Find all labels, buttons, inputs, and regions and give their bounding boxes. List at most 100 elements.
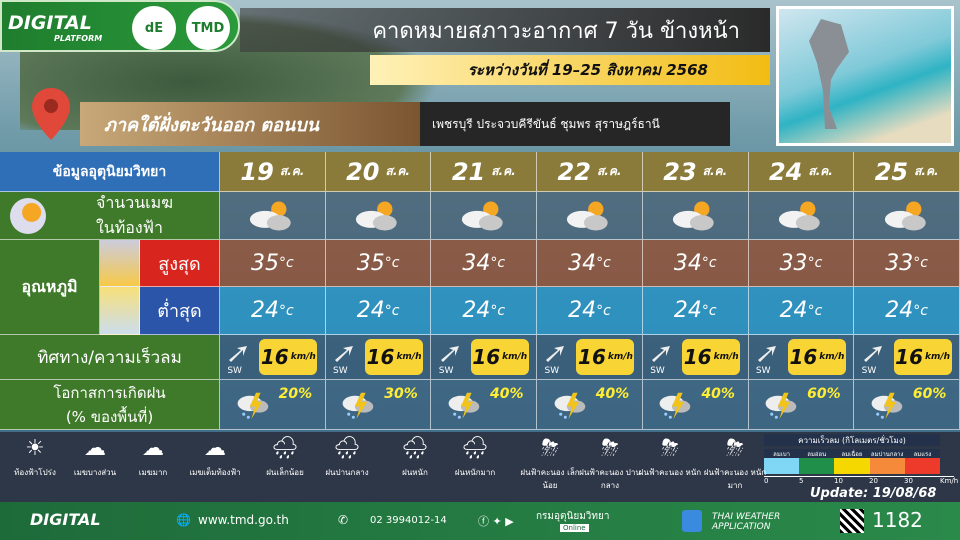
high-temp: 33 °c (748, 240, 855, 287)
wind-scale-band: ลมปานกลาง (869, 449, 905, 474)
day-number: 24 (768, 157, 803, 186)
legend-label: เมฆบางส่วน (73, 468, 117, 477)
legend-item: 🌧 ฝนปานกลาง (312, 436, 382, 479)
legend-weather-icon: ⛈ (541, 436, 559, 461)
legend-item: ⛈ ฝนฟ้าคะนอง ปานกลาง (575, 436, 645, 492)
wind-speed-badge: 16 km/h (365, 339, 424, 375)
month-abbr: ส.ค. (914, 164, 939, 178)
wind-speed-badge: 16 km/h (787, 339, 846, 375)
legend-label: ฝนฟ้าคะนอง หนักมาก (703, 468, 767, 490)
temp-unit: °c (807, 302, 823, 319)
day-header: 25 ส.ค. (854, 152, 960, 192)
legend-weather-icon: 🌧 (461, 436, 489, 461)
month-abbr: ส.ค. (808, 164, 833, 178)
day-header: 24 ส.ค. (748, 152, 855, 192)
rain-cell: 40% (431, 380, 538, 430)
legend-item: 🌧 ฝนหนักมาก (440, 436, 510, 479)
partly-cloudy-icon (355, 201, 397, 230)
wind-scale-band: ลมเฉื่อย (834, 449, 870, 474)
wind-direction: SW (861, 366, 877, 376)
wind-cell: SW 16 km/h (642, 335, 749, 380)
rain-chance: 40% (595, 386, 630, 402)
legend-item: ☁ เมฆมาก (118, 436, 188, 479)
thermometer-hot-icon (100, 240, 140, 287)
globe-icon: 🌐 (176, 513, 191, 527)
day-header: 23 ส.ค. (642, 152, 749, 192)
wind-direction: SW (755, 366, 771, 376)
wind-scale-band: ลมแรง (904, 449, 940, 474)
low-temp-value: 24 (356, 298, 385, 323)
partly-cloudy-icon (884, 201, 926, 230)
cloud-cell (325, 192, 432, 240)
legend-label: ฝนฟ้าคะนอง หนัก (638, 468, 702, 477)
thunderstorm-icon (660, 392, 691, 419)
high-temp-value: 33 (779, 250, 808, 276)
wind-cell: SW 16 km/h (748, 335, 855, 380)
phone-icon: ✆ (338, 513, 349, 527)
forecast-table: ข้อมูลอุตุนิยมวิทยา จำนวนเมฆ ในท้องฟ้า อุณ… (0, 152, 960, 430)
wind-arrow-icon: SW (862, 342, 888, 376)
month-abbr: ส.ค. (596, 164, 622, 178)
legend-item: ⛈ ฝนฟ้าคะนอง หนัก (635, 436, 705, 479)
wind-scale-title: ความเร็วลม (กิโลเมตร/ชั่วโมง) (764, 434, 940, 446)
thunderstorm-icon (342, 392, 374, 419)
legend-item: ⛈ ฝนฟ้าคะนอง เล็กน้อย (515, 436, 585, 492)
rain-chance: 40% (490, 386, 524, 402)
wind-direction: SW (544, 366, 560, 376)
thailand-map-image (776, 6, 954, 146)
wind-arrow-icon: SW (439, 342, 465, 376)
legend-weather-icon: 🌧 (333, 436, 361, 461)
legend-label: ท้องฟ้าโปร่ง (14, 468, 56, 477)
wind-cell: SW 16 km/h (537, 335, 643, 380)
wind-scale-label: ลมเบา (764, 449, 800, 458)
legend-weather-icon: ⛈ (726, 436, 744, 461)
date-range: ระหว่างวันที่ 19–25 สิงหาคม 2568 (370, 55, 770, 85)
month-abbr: ส.ค. (279, 164, 305, 178)
rain-chance: 20% (278, 386, 313, 402)
wind-scale-label: ลมแรง (904, 449, 940, 458)
low-temp: 24 °c (854, 287, 960, 335)
legend-label: ฝนเล็กน้อย (266, 468, 304, 477)
thunderstorm-icon (765, 392, 797, 419)
legend-weather-icon: 🌧 (401, 436, 429, 461)
cloud-cell (642, 192, 749, 240)
high-temp-value: 34 (568, 250, 597, 276)
wind-speed: 16 (366, 345, 395, 369)
thunderstorm-icon (554, 392, 586, 419)
high-temp: 35 °c (325, 240, 432, 287)
month-abbr: ส.ค. (491, 164, 516, 178)
cloud-cell (220, 192, 326, 240)
website-link[interactable]: www.tmd.go.th (198, 513, 289, 527)
temp-unit: °c (490, 302, 506, 319)
wind-tick: 10 (834, 477, 843, 485)
org-name: กรมอุตุนิยมวิทยา (536, 511, 610, 522)
wind-tick: 30 (904, 477, 913, 485)
cloud-cell (537, 192, 643, 240)
wind-speed: 16 (789, 345, 818, 369)
day-number: 19 (240, 157, 274, 186)
thunderstorm-icon (448, 392, 480, 419)
day-number: 25 (874, 157, 909, 186)
wind-direction: SW (650, 366, 665, 376)
wind-speed: 16 (260, 345, 289, 369)
phone-number: 02 3994012-14 (370, 515, 447, 526)
legend-item: 🌧 ฝนเล็กน้อย (250, 436, 320, 479)
temp-unit: °c (807, 255, 823, 271)
weather-legend: ความเร็วลม (กิโลเมตร/ชั่วโมง) ลมเบา ลมอ่อ… (0, 432, 960, 502)
wind-speed: 16 (578, 345, 606, 369)
partly-cloudy-icon (778, 201, 820, 230)
rain-cell: 20% (220, 380, 326, 430)
app-name[interactable]: THAI WEATHER APPLICATION (712, 512, 781, 532)
partly-cloudy-icon (461, 201, 503, 230)
month-abbr: ส.ค. (702, 164, 728, 178)
wind-unit: km/h (502, 352, 528, 362)
wind-scale: ความเร็วลม (กิโลเมตร/ชั่วโมง) ลมเบา ลมอ่อ… (760, 432, 960, 502)
low-temp: 24 °c (220, 287, 326, 335)
legend-label: ฝนหนัก (402, 468, 428, 477)
temp-unit: °c (596, 255, 611, 271)
legend-label: ฝนฟ้าคะนอง ปานกลาง (579, 468, 641, 490)
day-number: 23 (663, 157, 697, 186)
social-icons[interactable]: ⓕ ✦ ▶ (478, 515, 514, 528)
wind-speed-badge: 16 km/h (259, 339, 318, 375)
wind-tick-unit: Km/h (940, 477, 959, 485)
